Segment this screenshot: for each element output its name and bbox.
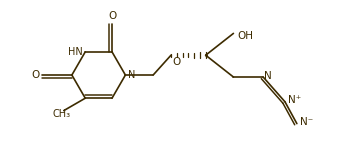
Text: N: N xyxy=(128,70,136,80)
Text: O: O xyxy=(172,57,180,67)
Text: N: N xyxy=(264,71,272,81)
Text: N⁺: N⁺ xyxy=(288,95,301,105)
Text: O: O xyxy=(31,70,39,80)
Text: O: O xyxy=(108,11,116,21)
Text: CH₃: CH₃ xyxy=(53,108,71,119)
Text: HN: HN xyxy=(67,47,82,57)
Text: N⁻: N⁻ xyxy=(300,116,313,127)
Text: OH: OH xyxy=(237,31,253,41)
